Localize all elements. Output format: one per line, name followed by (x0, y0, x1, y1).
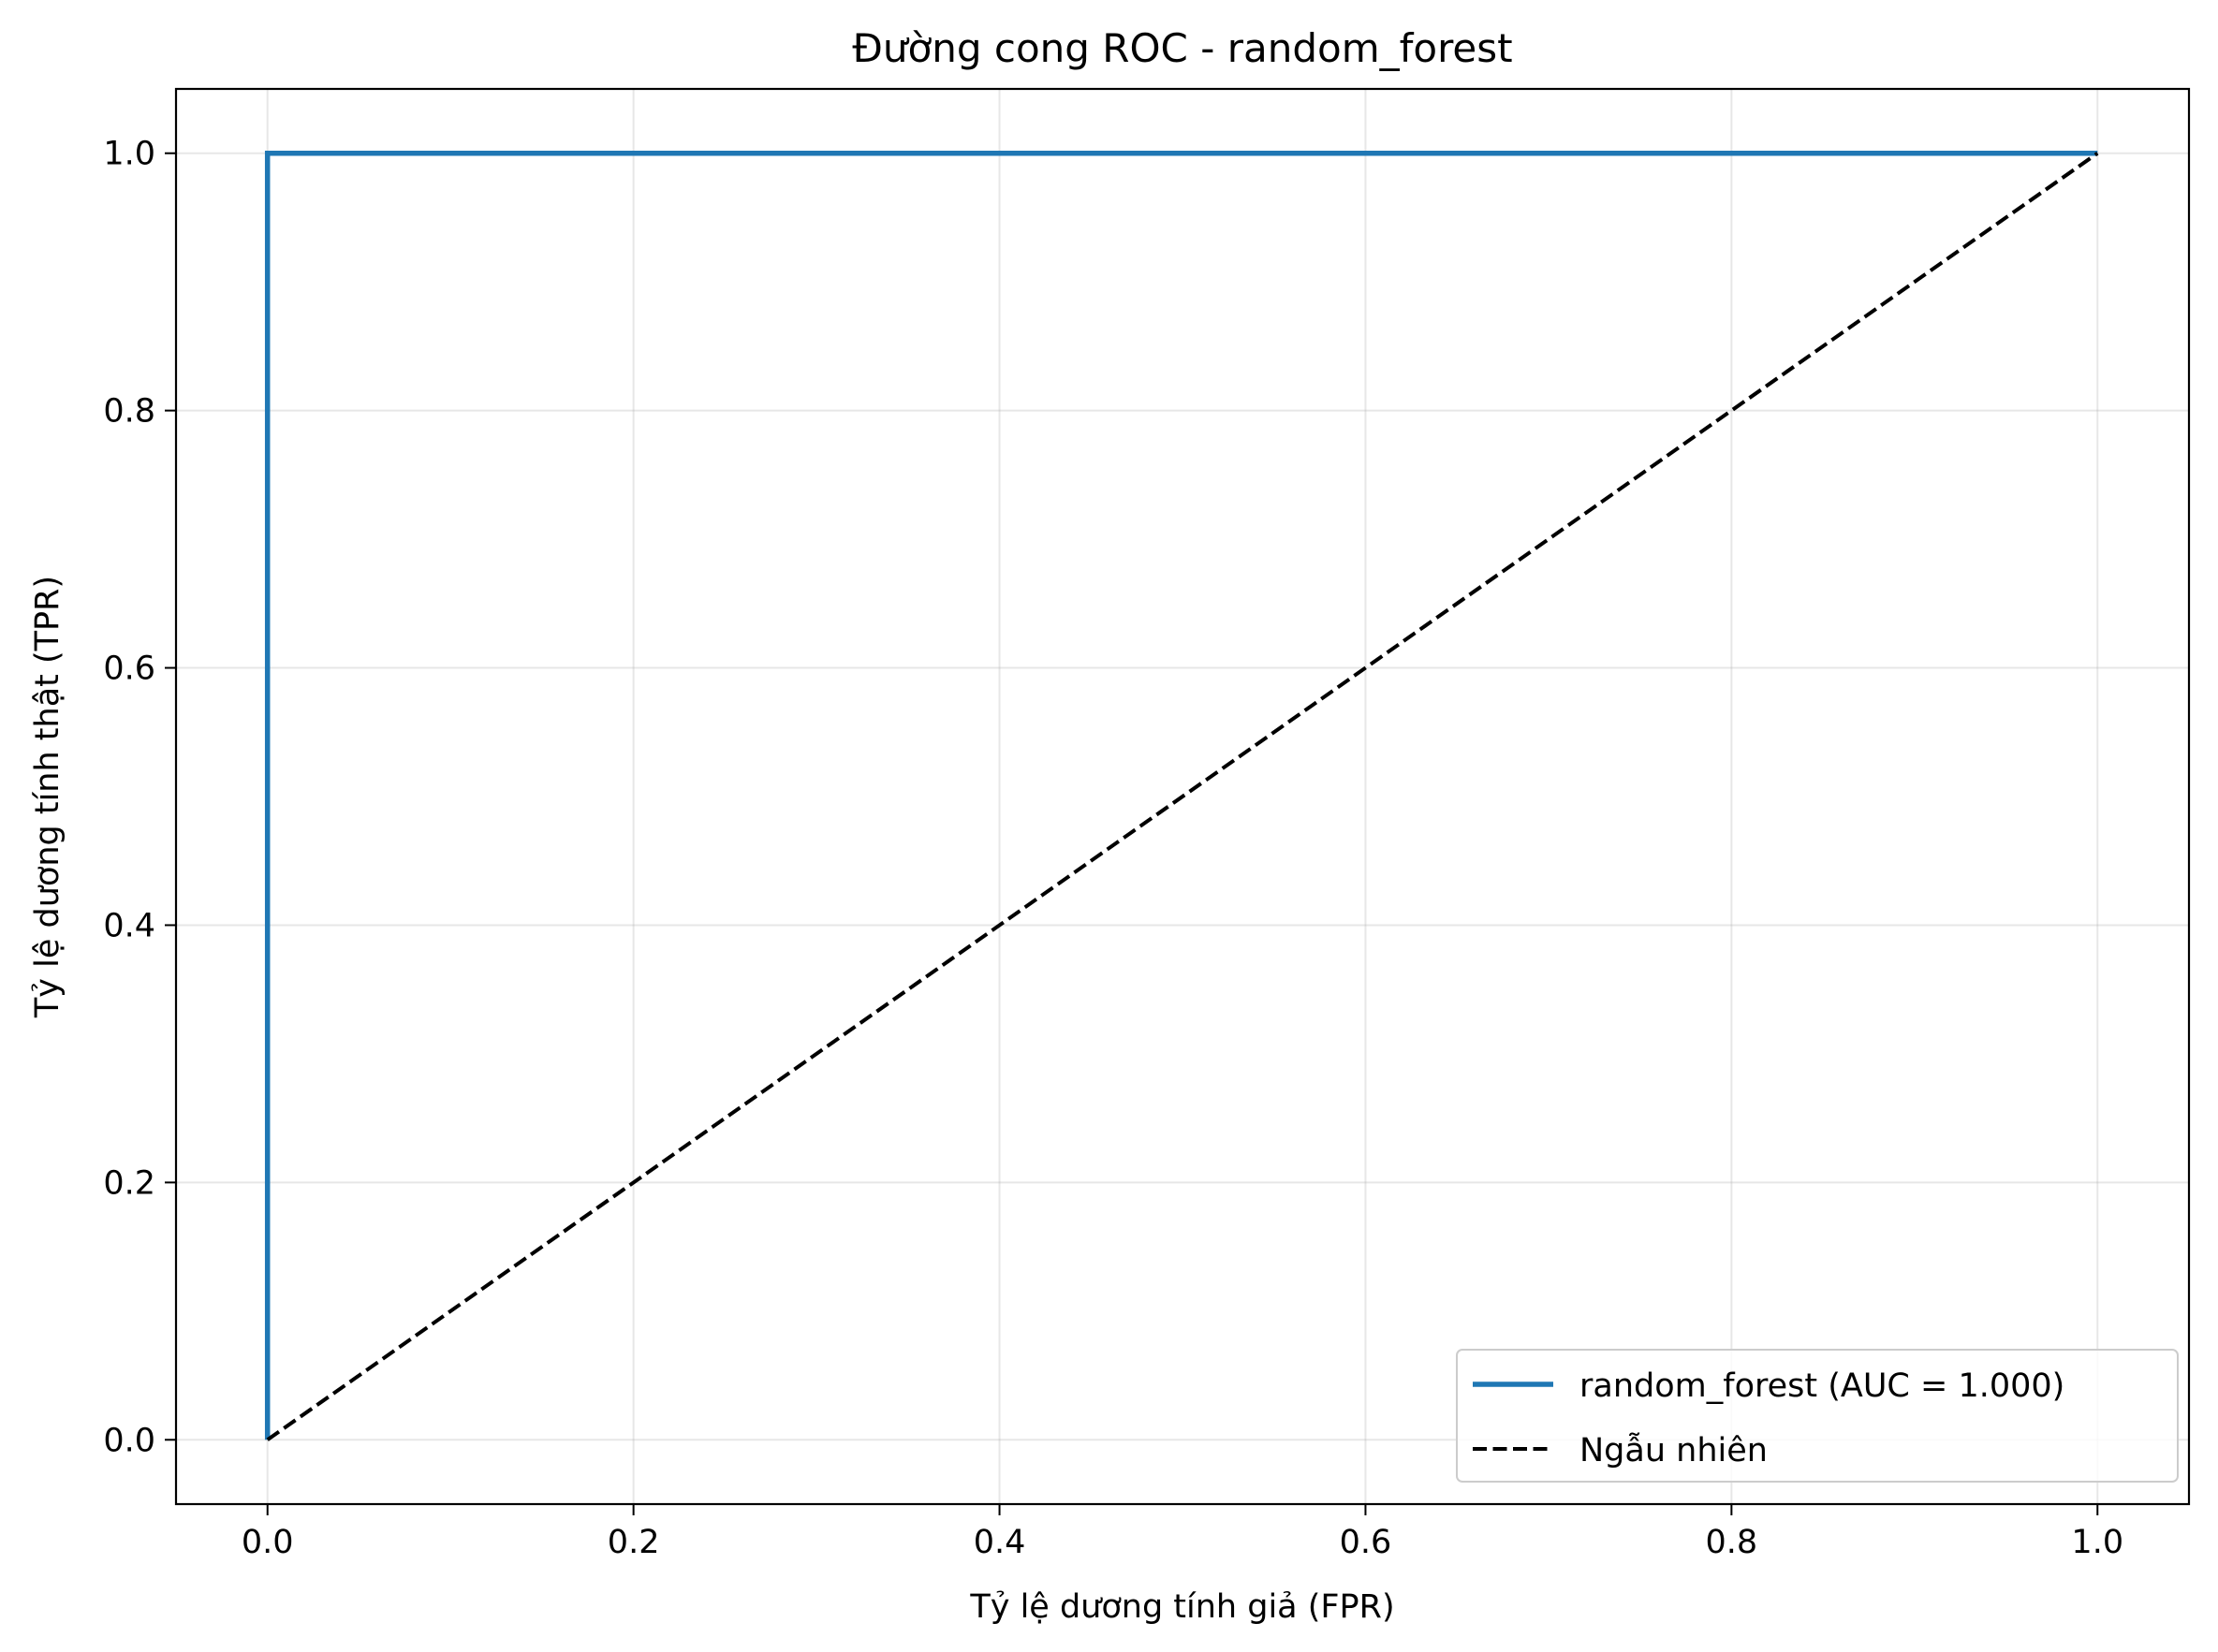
x-tick-label: 0.4 (974, 1524, 1026, 1561)
legend-box (1456, 1349, 2179, 1483)
x-tick-label: 0.8 (1706, 1524, 1758, 1561)
y-tick-label: 1.0 (103, 136, 155, 173)
legend: random_forest (AUC = 1.000) Ngẫu nhiên (1456, 1349, 2179, 1483)
x-tick-label: 1.0 (2071, 1524, 2123, 1561)
series-line-random (266, 152, 2099, 1441)
y-tick-label: 0.2 (103, 1164, 155, 1202)
chart-title: Đường cong ROC - random_forest (852, 25, 1512, 71)
x-tick-label: 0.0 (242, 1524, 294, 1561)
grid (176, 89, 2189, 1504)
x-tick-label: 0.6 (1340, 1524, 1392, 1561)
y-axis-label: Tỷ lệ dương tính thật (TPR) (29, 576, 66, 1018)
series-group (264, 150, 2099, 1441)
y-tick-label: 0.8 (103, 393, 155, 431)
x-axis-label: Tỷ lệ dương tính giả (FPR) (969, 1588, 1394, 1626)
series-line-model (264, 150, 2098, 1440)
x-tick-label: 0.2 (608, 1524, 660, 1561)
y-tick-label: 0.0 (103, 1422, 155, 1459)
y-tick-label: 0.4 (103, 907, 155, 944)
plot-frame (174, 87, 2191, 1506)
legend-label: Ngẫu nhiên (1579, 1431, 1768, 1469)
axis-ticks: 0.0 0.2 0.4 0.6 0.8 1.0 0.0 0.2 0.4 0.6 0.8 1.0 (103, 136, 2123, 1561)
legend-label: random_forest (AUC = 1.000) (1579, 1367, 2064, 1405)
y-tick-label: 0.6 (103, 651, 155, 688)
